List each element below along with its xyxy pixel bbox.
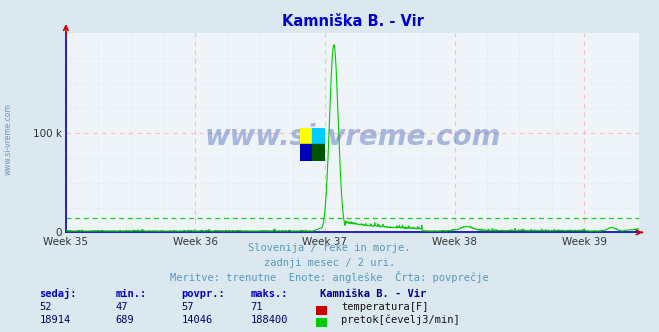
Bar <box>312 144 325 161</box>
Text: www.si-vreme.com: www.si-vreme.com <box>204 123 501 151</box>
Text: www.si-vreme.com: www.si-vreme.com <box>3 104 13 175</box>
Bar <box>300 128 312 144</box>
Text: Slovenija / reke in morje.: Slovenija / reke in morje. <box>248 243 411 253</box>
Text: 47: 47 <box>115 302 128 312</box>
Text: 689: 689 <box>115 315 134 325</box>
Text: maks.:: maks.: <box>250 289 288 299</box>
Text: min.:: min.: <box>115 289 146 299</box>
Text: zadnji mesec / 2 uri.: zadnji mesec / 2 uri. <box>264 258 395 268</box>
Text: Kamniška B. - Vir: Kamniška B. - Vir <box>320 289 426 299</box>
Text: 71: 71 <box>250 302 263 312</box>
Text: 57: 57 <box>181 302 194 312</box>
Bar <box>300 144 312 161</box>
Text: temperatura[F]: temperatura[F] <box>341 302 429 312</box>
Text: 188400: 188400 <box>250 315 288 325</box>
Text: 18914: 18914 <box>40 315 71 325</box>
Text: povpr.:: povpr.: <box>181 289 225 299</box>
Bar <box>312 128 325 144</box>
Text: Meritve: trenutne  Enote: angleške  Črta: povprečje: Meritve: trenutne Enote: angleške Črta: … <box>170 271 489 283</box>
Text: 52: 52 <box>40 302 52 312</box>
Text: sedaj:: sedaj: <box>40 288 77 299</box>
Text: 14046: 14046 <box>181 315 212 325</box>
Title: Kamniška B. - Vir: Kamniška B. - Vir <box>281 14 424 29</box>
Text: pretok[čevelj3/min]: pretok[čevelj3/min] <box>341 314 460 325</box>
